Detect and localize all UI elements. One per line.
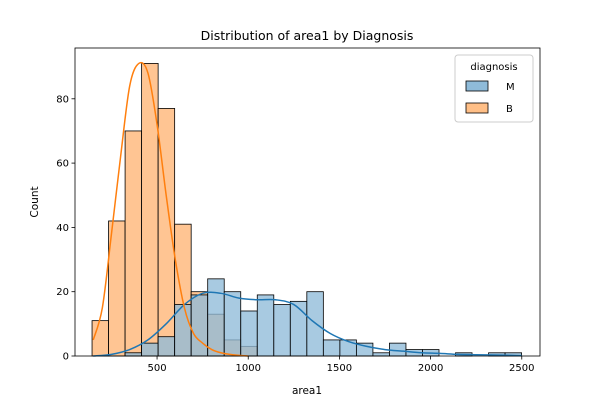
bar-m-14 [322,339,341,357]
x-axis-label: area1 [292,385,322,397]
legend: diagnosis M B [454,54,534,123]
x-tick-label: 2500 [509,363,534,374]
y-tick-label: 80 [56,94,69,105]
y-tick-label: 20 [56,287,69,298]
kde-line-m [93,291,522,357]
bar-m-12 [289,300,308,357]
legend-swatch-b [465,102,489,114]
bar-m-7 [207,278,225,357]
legend-title: diagnosis [470,62,517,73]
legend-label-m: M [506,82,515,93]
bar-m-10 [256,294,275,357]
x-tick-label: 500 [148,363,167,374]
bar-m-17 [372,352,390,357]
legend-label-b: B [506,104,513,115]
bar-m-6 [190,294,209,357]
plot-frame [74,47,541,357]
x-tick-label: 2000 [418,363,443,374]
bar-m-11 [273,304,291,357]
bar-m-3 [141,342,159,357]
legend-swatch-m [465,80,489,92]
kde-lines [92,61,522,357]
bar-m-9 [240,310,258,357]
y-axis-label: Count [29,186,41,217]
bar-m-8 [223,291,242,357]
bar-m-15 [339,339,357,357]
bar-m-2 [124,352,143,357]
bar-b-3 [141,63,159,357]
bar-m-4 [157,336,176,357]
y-tick-label: 40 [56,223,69,234]
x-tick-label: 1500 [327,363,352,374]
bar-b-2 [124,130,143,357]
x-axis-ticks: 500 1000 1500 2000 2500 [148,356,534,374]
x-tick-label: 1000 [236,363,261,374]
y-axis-ticks: 0 20 40 60 80 [56,94,75,363]
y-tick-label: 0 [63,352,69,363]
kde-line-b [92,61,249,357]
chart-title: Distribution of area1 by Diagnosis [201,28,414,43]
y-tick-label: 60 [56,159,69,170]
